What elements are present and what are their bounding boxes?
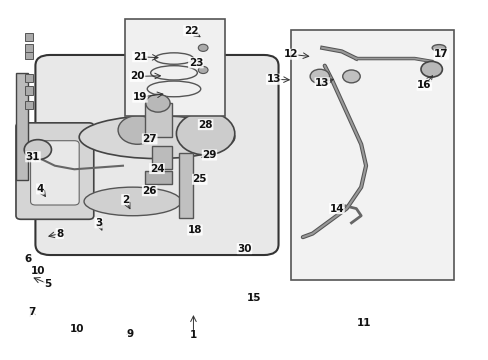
Circle shape bbox=[176, 112, 234, 155]
Text: 29: 29 bbox=[202, 150, 216, 160]
Ellipse shape bbox=[84, 187, 181, 216]
Text: 21: 21 bbox=[132, 52, 147, 62]
Text: 8: 8 bbox=[56, 229, 63, 239]
Text: 31: 31 bbox=[26, 152, 40, 162]
Bar bbox=[152, 146, 171, 169]
Bar bbox=[125, 19, 224, 116]
Text: 22: 22 bbox=[183, 26, 198, 36]
Text: 6: 6 bbox=[24, 253, 32, 264]
Ellipse shape bbox=[79, 116, 234, 158]
Bar bbox=[144, 103, 171, 137]
Text: 26: 26 bbox=[142, 186, 157, 196]
Text: 19: 19 bbox=[133, 92, 147, 102]
Text: 23: 23 bbox=[188, 58, 203, 68]
Circle shape bbox=[198, 44, 207, 51]
Circle shape bbox=[420, 62, 442, 77]
Text: 27: 27 bbox=[142, 134, 157, 144]
Bar bbox=[25, 33, 33, 41]
Circle shape bbox=[309, 69, 329, 84]
Bar bbox=[25, 86, 33, 95]
Bar bbox=[16, 73, 28, 180]
Text: 18: 18 bbox=[187, 225, 202, 235]
Text: 16: 16 bbox=[416, 80, 431, 90]
Text: 9: 9 bbox=[126, 329, 134, 339]
Text: 24: 24 bbox=[149, 163, 164, 174]
Bar bbox=[25, 51, 33, 59]
Text: 3: 3 bbox=[95, 218, 102, 228]
Bar bbox=[290, 30, 453, 280]
Text: 1: 1 bbox=[189, 330, 197, 341]
Bar bbox=[25, 101, 33, 109]
Text: 10: 10 bbox=[31, 266, 45, 276]
Bar bbox=[179, 153, 193, 217]
Text: 25: 25 bbox=[192, 174, 206, 184]
Bar bbox=[25, 74, 33, 82]
Text: 17: 17 bbox=[433, 49, 448, 59]
Circle shape bbox=[24, 140, 51, 159]
Text: 28: 28 bbox=[198, 120, 212, 130]
Circle shape bbox=[118, 116, 157, 144]
Text: 15: 15 bbox=[246, 293, 261, 303]
Text: 5: 5 bbox=[44, 279, 51, 289]
Text: 11: 11 bbox=[356, 318, 370, 328]
FancyBboxPatch shape bbox=[35, 55, 278, 255]
Bar bbox=[25, 44, 33, 52]
Text: 2: 2 bbox=[122, 195, 129, 204]
Circle shape bbox=[342, 70, 360, 83]
Circle shape bbox=[198, 66, 207, 73]
Circle shape bbox=[145, 94, 170, 112]
Text: 13: 13 bbox=[314, 78, 329, 88]
FancyBboxPatch shape bbox=[16, 123, 94, 219]
Text: 12: 12 bbox=[283, 49, 297, 59]
Text: 10: 10 bbox=[69, 324, 84, 334]
Bar bbox=[145, 171, 172, 184]
Text: 20: 20 bbox=[130, 71, 144, 81]
Text: 13: 13 bbox=[266, 74, 280, 84]
Text: 7: 7 bbox=[28, 307, 35, 317]
Text: 14: 14 bbox=[329, 203, 344, 213]
Ellipse shape bbox=[431, 45, 445, 51]
FancyBboxPatch shape bbox=[30, 141, 79, 205]
Text: 30: 30 bbox=[237, 244, 251, 253]
Text: 4: 4 bbox=[37, 184, 44, 194]
